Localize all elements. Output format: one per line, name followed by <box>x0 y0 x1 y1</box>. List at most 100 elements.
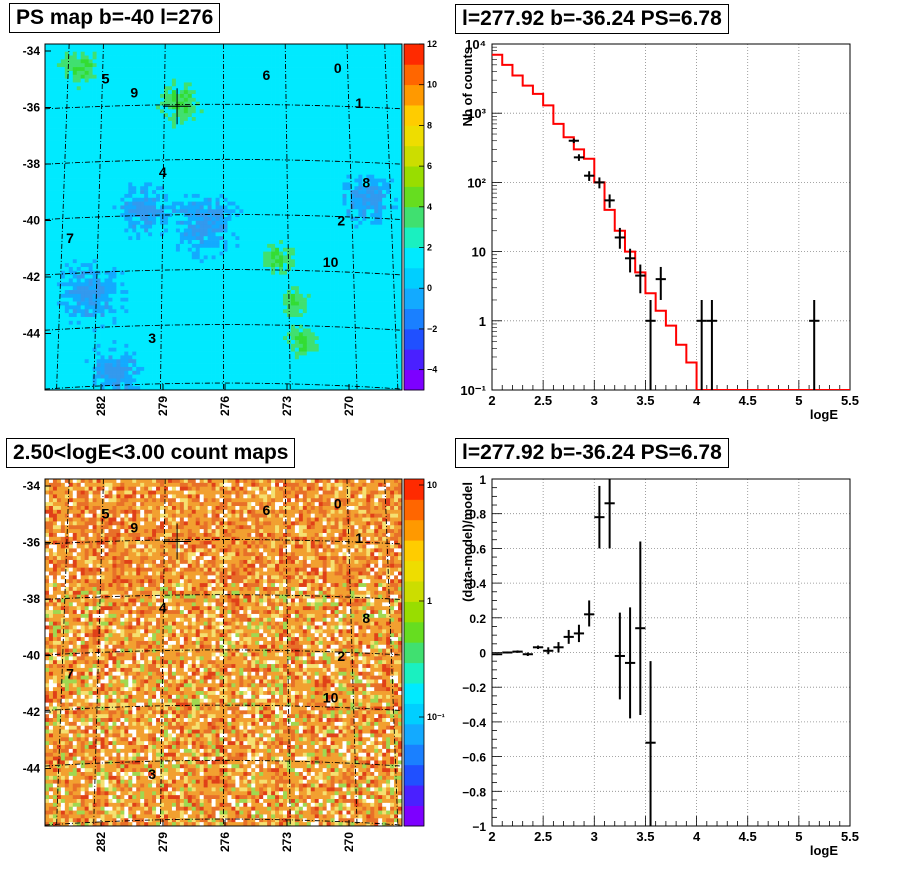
colorbar-band <box>404 329 424 350</box>
plot-area <box>492 458 656 843</box>
x-tick-label: 3 <box>591 393 598 408</box>
y-tick-label: -34 <box>23 44 41 58</box>
source-label-4: 4 <box>159 599 167 615</box>
y-tick-label: -38 <box>23 592 41 606</box>
x-tick-label: 3.5 <box>636 393 654 408</box>
y-tick-label: −0.2 <box>462 681 486 695</box>
y-tick-label: -34 <box>23 479 41 493</box>
colorbar-band <box>404 683 424 704</box>
y-tick-label: -40 <box>23 649 41 663</box>
x-tick-label: 273 <box>280 396 294 416</box>
colorbar-band <box>404 85 424 106</box>
source-label-6: 6 <box>262 502 270 518</box>
source-label-7: 7 <box>66 665 74 681</box>
y-axis-label: (data-model)/model <box>460 482 475 602</box>
x-tick-label: 3 <box>591 829 598 844</box>
source-label-9: 9 <box>130 520 138 536</box>
map-panel-0: -34-36-38-40-42-44282 279 276 273 270012345 6… <box>23 44 403 416</box>
data-point <box>564 630 574 644</box>
x-tick-label: 4.5 <box>739 393 757 408</box>
colorbar-band <box>404 499 424 520</box>
map-panel-2: -34 -36 -38 -40 -42 -44 282 279 276 273 270 0 1 2 3 4 5 6… <box>23 479 403 852</box>
x-tick-label: 2 <box>488 393 495 408</box>
data-point <box>697 300 707 390</box>
source-label-8: 8 <box>362 610 370 626</box>
x-tick-label: 4.5 <box>739 829 757 844</box>
y-tick-label: 1 <box>479 314 486 329</box>
plot-area <box>492 55 850 390</box>
source-label-3: 3 <box>148 330 156 346</box>
colorbar-band <box>404 785 424 806</box>
colorbar-tick-label: 10 <box>427 480 437 490</box>
colorbar-band <box>404 520 424 541</box>
colorbar-band <box>404 268 424 289</box>
x-tick-label: 3.5 <box>636 829 654 844</box>
model-step-line <box>492 55 850 390</box>
source-label-10: 10 <box>323 690 339 706</box>
y-tick-label: 10 <box>472 245 486 260</box>
y-tick-label: 0.2 <box>469 612 486 626</box>
x-tick-label: 273 <box>280 832 294 852</box>
source-label-6: 6 <box>262 67 270 83</box>
colorbar-tick-label: 10 <box>427 80 437 90</box>
figure-canvas: -34-36-38-40-42-44282 279 276 273 270012345 6… <box>0 0 898 871</box>
x-tick-label: 5.5 <box>841 393 859 408</box>
source-label-8: 8 <box>362 174 370 190</box>
data-point <box>625 607 635 718</box>
data-point <box>584 600 594 626</box>
source-label-7: 7 <box>66 230 74 246</box>
x-tick-label: 276 <box>218 396 232 416</box>
colorbar-tick-label: 6 <box>427 161 432 171</box>
data-point <box>569 139 579 144</box>
colorbar-band <box>404 744 424 765</box>
spectrum-panel-1: 2 2.5 3 3.5 4 4.5 5 5.5logE10⁻¹11010²10³10⁴Nb o… <box>460 37 859 422</box>
y-tick-label: -38 <box>23 157 41 171</box>
plot-frame <box>492 44 850 390</box>
colorbar-band <box>404 44 424 65</box>
colorbar-band <box>404 125 424 146</box>
colorbar-band <box>404 540 424 561</box>
colorbar-tick-label: 1 <box>427 596 432 606</box>
colorbar-tick-label: −4 <box>427 365 437 375</box>
source-label-5: 5 <box>102 71 110 87</box>
colorbar-band <box>404 581 424 602</box>
data-point <box>553 642 563 652</box>
x-tick-label: 279 <box>156 832 170 852</box>
x-tick-label: 2 <box>488 829 495 844</box>
source-label-2: 2 <box>337 648 345 664</box>
x-axis-label: logE <box>810 843 838 858</box>
colorbar-tick-label: −2 <box>427 324 437 334</box>
colorbar-band <box>404 105 424 126</box>
grid <box>492 479 850 826</box>
x-axis-label: logE <box>810 407 838 422</box>
colorbar-band <box>404 248 424 269</box>
y-tick-label: −1 <box>472 820 486 834</box>
colorbar-band <box>404 704 424 725</box>
data-point <box>707 300 717 390</box>
colorbar-tick-label: 8 <box>427 120 432 130</box>
y-tick-label: -42 <box>23 705 41 719</box>
y-tick-label: -36 <box>23 101 41 115</box>
data-point <box>809 300 819 390</box>
source-label-0: 0 <box>334 495 342 511</box>
colorbar-tick-label: 2 <box>427 243 432 253</box>
colorbar-band <box>404 642 424 663</box>
colorbar-band <box>404 309 424 330</box>
x-tick-label: 279 <box>156 396 170 416</box>
x-tick-label: 276 <box>218 832 232 852</box>
data-point <box>512 650 522 652</box>
colorbar-band <box>404 186 424 207</box>
y-tick-label: 1 <box>479 473 486 487</box>
colorbar-band <box>404 64 424 85</box>
data-point <box>656 267 666 300</box>
y-tick-label: -44 <box>23 762 41 776</box>
colorbar-band <box>404 146 424 167</box>
source-label-3: 3 <box>148 766 156 782</box>
x-tick-label: 5 <box>795 829 802 844</box>
colorbar-band <box>404 288 424 309</box>
source-label-2: 2 <box>337 212 345 228</box>
y-tick-label: 0 <box>479 647 486 661</box>
data-point <box>594 486 604 548</box>
x-tick-label: 270 <box>342 832 356 852</box>
source-label-1: 1 <box>355 530 363 546</box>
